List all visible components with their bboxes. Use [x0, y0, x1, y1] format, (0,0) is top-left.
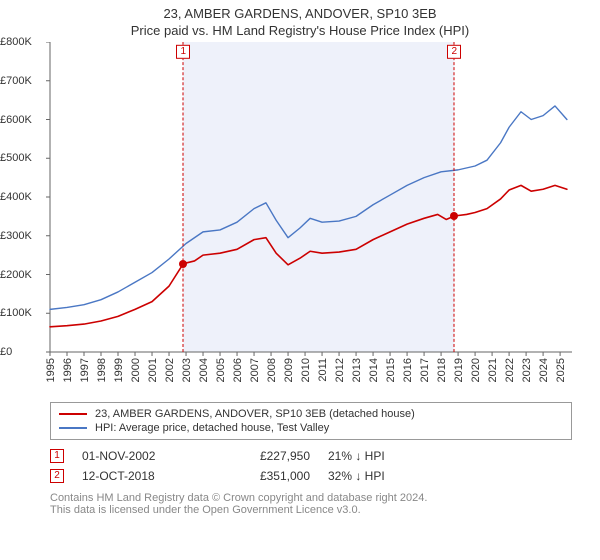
x-tick-label: 2018	[434, 358, 448, 382]
x-tick-label: 2005	[213, 358, 227, 382]
x-tick-label: 2012	[332, 358, 346, 382]
legend-label-property: 23, AMBER GARDENS, ANDOVER, SP10 3EB (de…	[95, 408, 415, 420]
y-tick-label: £700K	[0, 75, 4, 87]
x-tick-label: 2008	[264, 358, 278, 382]
x-tick-label: 2007	[247, 358, 261, 382]
chart-container: 23, AMBER GARDENS, ANDOVER, SP10 3EB Pri…	[0, 0, 600, 560]
footer-line-1: Contains HM Land Registry data © Crown c…	[50, 492, 572, 504]
footer-line-2: This data is licensed under the Open Gov…	[50, 504, 572, 516]
y-tick-label: £400K	[0, 191, 4, 203]
sale-marker-2-num: 2	[54, 471, 60, 481]
sale-price-1: £227,950	[220, 449, 310, 463]
x-tick-label: 1995	[43, 358, 57, 382]
x-tick-label: 2022	[502, 358, 516, 382]
x-tick-label: 2021	[485, 358, 499, 382]
title-address: 23, AMBER GARDENS, ANDOVER, SP10 3EB	[0, 0, 600, 21]
plot-overlay: 12	[50, 42, 572, 352]
y-tick-label: £600K	[0, 114, 4, 126]
sale-marker-1: 1	[50, 449, 64, 463]
x-tick-label: 1997	[77, 358, 91, 382]
x-tick-label: 2004	[196, 358, 210, 382]
sale-marker-2: 2	[50, 469, 64, 483]
x-tick-label: 2016	[400, 358, 414, 382]
legend-swatch-property	[59, 413, 87, 415]
title-subtitle: Price paid vs. HM Land Registry's House …	[0, 21, 600, 42]
sale-date-2: 12-OCT-2018	[82, 469, 202, 483]
x-tick-label: 2023	[519, 358, 533, 382]
chart-area: 12 £0£100K£200K£300K£400K£500K£600K£700K…	[0, 42, 600, 398]
sale-point	[179, 260, 187, 268]
x-tick-label: 2015	[383, 358, 397, 382]
legend-item-hpi: HPI: Average price, detached house, Test…	[59, 421, 563, 435]
x-tick-label: 2001	[145, 358, 159, 382]
x-tick-label: 2002	[162, 358, 176, 382]
x-tick-label: 1999	[111, 358, 125, 382]
sale-price-2: £351,000	[220, 469, 310, 483]
sale-flag: 2	[447, 45, 461, 59]
x-tick-label: 2017	[417, 358, 431, 382]
sale-pct-1: 21% ↓ HPI	[328, 449, 468, 463]
x-tick-label: 2019	[451, 358, 465, 382]
legend-swatch-hpi	[59, 427, 87, 429]
y-tick-label: £300K	[0, 230, 4, 242]
x-tick-label: 2013	[349, 358, 363, 382]
legend: 23, AMBER GARDENS, ANDOVER, SP10 3EB (de…	[50, 402, 572, 440]
x-tick-label: 2025	[553, 358, 567, 382]
x-tick-label: 1998	[94, 358, 108, 382]
sale-dashed-line	[454, 42, 455, 352]
x-tick-label: 2009	[281, 358, 295, 382]
y-tick-label: £800K	[0, 36, 4, 48]
sales-row-1: 1 01-NOV-2002 £227,950 21% ↓ HPI	[50, 446, 572, 466]
y-tick-label: £100K	[0, 307, 4, 319]
x-tick-label: 2000	[128, 358, 142, 382]
x-tick-label: 2014	[366, 358, 380, 382]
sales-table: 1 01-NOV-2002 £227,950 21% ↓ HPI 2 12-OC…	[50, 446, 572, 486]
sale-date-1: 01-NOV-2002	[82, 449, 202, 463]
x-tick-label: 2011	[315, 358, 329, 382]
x-tick-label: 1996	[60, 358, 74, 382]
x-tick-label: 2006	[230, 358, 244, 382]
legend-label-hpi: HPI: Average price, detached house, Test…	[95, 422, 329, 434]
x-tick-label: 2010	[298, 358, 312, 382]
legend-item-property: 23, AMBER GARDENS, ANDOVER, SP10 3EB (de…	[59, 407, 563, 421]
sale-point	[450, 212, 458, 220]
y-tick-label: £200K	[0, 269, 4, 281]
sale-flag: 1	[176, 45, 190, 59]
footer: Contains HM Land Registry data © Crown c…	[50, 492, 572, 516]
sales-row-2: 2 12-OCT-2018 £351,000 32% ↓ HPI	[50, 466, 572, 486]
x-tick-label: 2020	[468, 358, 482, 382]
x-tick-label: 2003	[179, 358, 193, 382]
y-tick-label: £0	[0, 346, 4, 358]
x-tick-label: 2024	[536, 358, 550, 382]
sale-pct-2: 32% ↓ HPI	[328, 469, 468, 483]
y-tick-label: £500K	[0, 152, 4, 164]
sale-marker-1-num: 1	[54, 451, 60, 461]
sale-dashed-line	[183, 42, 184, 352]
